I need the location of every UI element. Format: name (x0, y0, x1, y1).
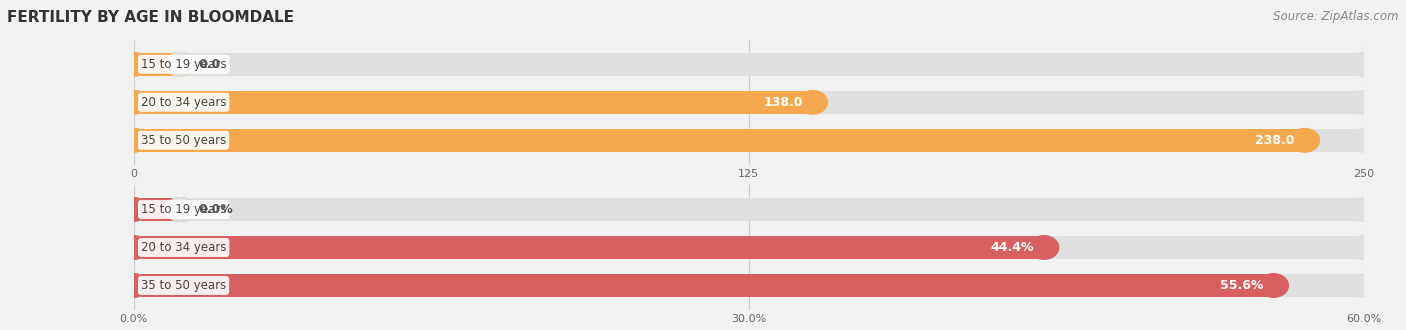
Ellipse shape (1350, 236, 1378, 259)
Bar (134, 274, 1274, 297)
Ellipse shape (166, 198, 195, 221)
Ellipse shape (166, 52, 195, 76)
Ellipse shape (1291, 128, 1319, 152)
Ellipse shape (118, 52, 149, 76)
Text: 238.0: 238.0 (1256, 134, 1295, 147)
Text: FERTILITY BY AGE IN BLOOMDALE: FERTILITY BY AGE IN BLOOMDALE (7, 10, 294, 25)
Ellipse shape (118, 90, 149, 114)
Bar (134, 52, 180, 76)
Ellipse shape (118, 90, 149, 114)
Text: 55.6%: 55.6% (1220, 279, 1264, 292)
Text: 0.0%: 0.0% (198, 203, 233, 216)
Ellipse shape (118, 198, 149, 221)
Text: 35 to 50 years: 35 to 50 years (141, 134, 226, 147)
Ellipse shape (118, 198, 149, 221)
Ellipse shape (118, 274, 149, 297)
Ellipse shape (1350, 128, 1378, 152)
Text: 35 to 50 years: 35 to 50 years (141, 279, 226, 292)
Text: 44.4%: 44.4% (991, 241, 1035, 254)
Bar (134, 274, 1364, 297)
Text: 138.0: 138.0 (763, 96, 803, 109)
Ellipse shape (166, 52, 195, 76)
Ellipse shape (1350, 198, 1378, 221)
Ellipse shape (118, 236, 149, 259)
Bar (134, 198, 180, 221)
Ellipse shape (118, 274, 149, 297)
Bar (134, 236, 1364, 259)
Ellipse shape (799, 90, 828, 114)
Ellipse shape (1350, 90, 1378, 114)
Text: 20 to 34 years: 20 to 34 years (141, 96, 226, 109)
Ellipse shape (118, 128, 149, 152)
Text: 15 to 19 years: 15 to 19 years (141, 58, 226, 71)
Text: 20 to 34 years: 20 to 34 years (141, 241, 226, 254)
Ellipse shape (1350, 52, 1378, 76)
Ellipse shape (118, 236, 149, 259)
Bar (134, 52, 1364, 76)
Bar (134, 90, 1364, 114)
Bar (134, 236, 1043, 259)
Bar (134, 128, 1305, 152)
Ellipse shape (1350, 274, 1378, 297)
Text: 0.0: 0.0 (198, 58, 221, 71)
Bar (134, 90, 813, 114)
Ellipse shape (1350, 52, 1378, 76)
Ellipse shape (1350, 198, 1378, 221)
Bar (134, 198, 1364, 221)
Ellipse shape (1029, 236, 1059, 259)
Text: Source: ZipAtlas.com: Source: ZipAtlas.com (1274, 10, 1399, 23)
Ellipse shape (166, 198, 195, 221)
Ellipse shape (118, 128, 149, 152)
Ellipse shape (118, 52, 149, 76)
Bar (134, 128, 1364, 152)
Text: 15 to 19 years: 15 to 19 years (141, 203, 226, 216)
Ellipse shape (1258, 274, 1288, 297)
